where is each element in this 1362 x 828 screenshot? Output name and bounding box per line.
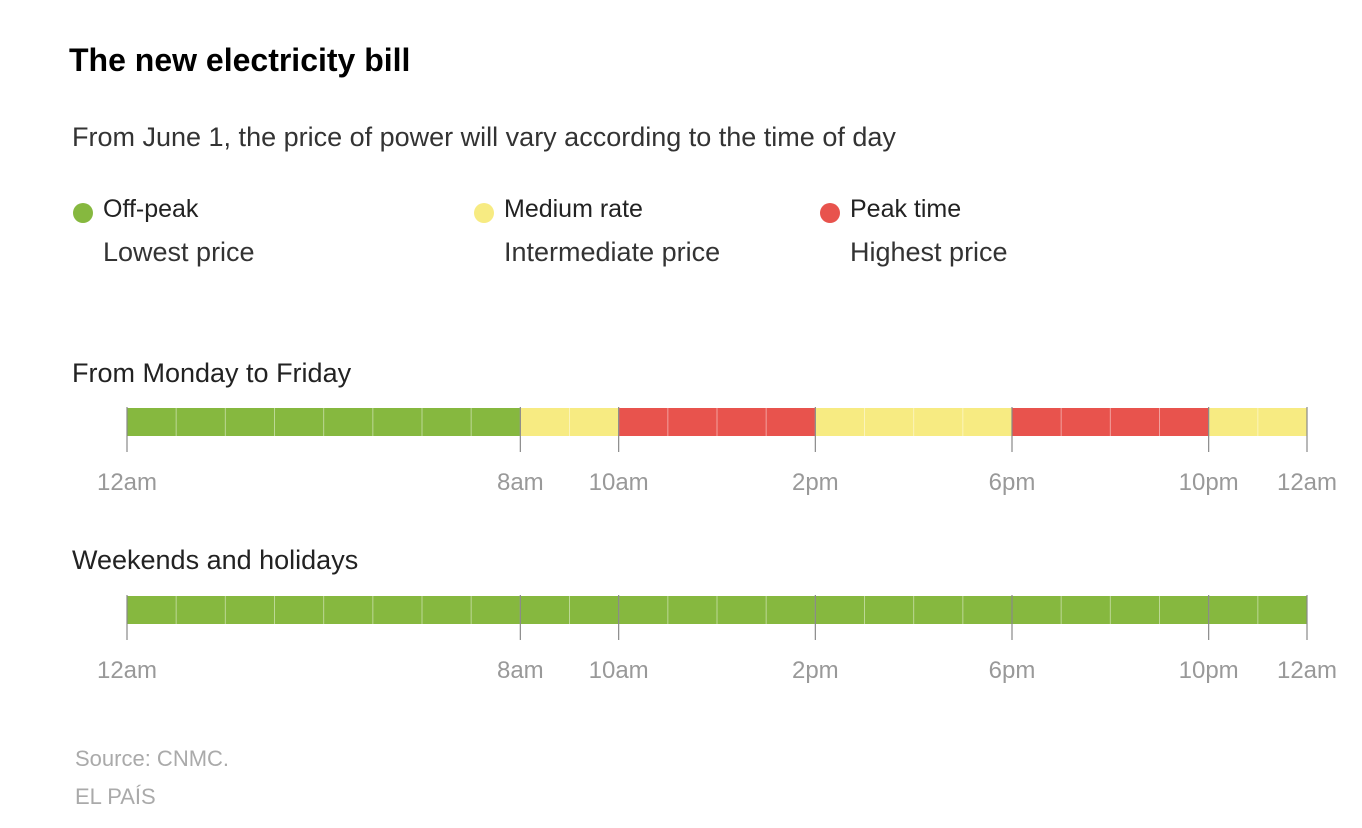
axis-tick-label: 12am bbox=[97, 657, 157, 684]
axis-tick-label: 10pm bbox=[1179, 657, 1239, 684]
weekend-panel-title: Weekends and holidays bbox=[72, 545, 359, 575]
axis-tick-label: 10am bbox=[589, 469, 649, 496]
axis-tick-label: 8am bbox=[497, 469, 544, 496]
segment-medium bbox=[520, 408, 619, 436]
segment-peak bbox=[618, 408, 816, 436]
axis-tick-label: 12am bbox=[1277, 469, 1337, 496]
legend-description: Intermediate price bbox=[504, 237, 721, 267]
legend-name: Medium rate bbox=[504, 195, 643, 223]
weekend-timeline: 12am 8am 10am 2pm 6pm 10pm 12am bbox=[97, 595, 1337, 684]
segment-peak bbox=[1012, 408, 1209, 436]
weekday-timeline: 12am 8am 10am 2pm 6pm 10pm 12am bbox=[97, 407, 1337, 496]
axis-tick-label: 10pm bbox=[1179, 469, 1239, 496]
medium-rate-dot-icon bbox=[474, 203, 494, 223]
axis-tick-label: 12am bbox=[1277, 657, 1337, 684]
axis-tick-label: 6pm bbox=[989, 469, 1036, 496]
axis-tick-label: 12am bbox=[97, 469, 157, 496]
axis-tick-label: 6pm bbox=[989, 657, 1036, 684]
segment-medium bbox=[815, 408, 1012, 436]
segment-medium bbox=[1208, 408, 1307, 436]
legend-description: Highest price bbox=[850, 237, 1008, 267]
chart-subtitle: From June 1, the price of power will var… bbox=[72, 122, 896, 152]
segment-off-peak bbox=[127, 596, 1307, 624]
axis-tick-label: 10am bbox=[589, 657, 649, 684]
source-note: Source: CNMC. bbox=[75, 746, 230, 771]
legend-name: Off-peak bbox=[103, 195, 199, 223]
publisher-credit: EL PAÍS bbox=[75, 784, 156, 809]
axis-tick-label: 8am bbox=[497, 657, 544, 684]
axis-tick-label: 2pm bbox=[792, 657, 839, 684]
legend-description: Lowest price bbox=[103, 237, 255, 267]
segment-off-peak bbox=[127, 408, 521, 436]
off-peak-dot-icon bbox=[73, 203, 93, 223]
chart-title: The new electricity bill bbox=[69, 42, 411, 78]
legend-name: Peak time bbox=[850, 195, 962, 223]
axis-tick-label: 2pm bbox=[792, 469, 839, 496]
peak-time-dot-icon bbox=[820, 203, 840, 223]
weekday-panel-title: From Monday to Friday bbox=[72, 358, 352, 388]
